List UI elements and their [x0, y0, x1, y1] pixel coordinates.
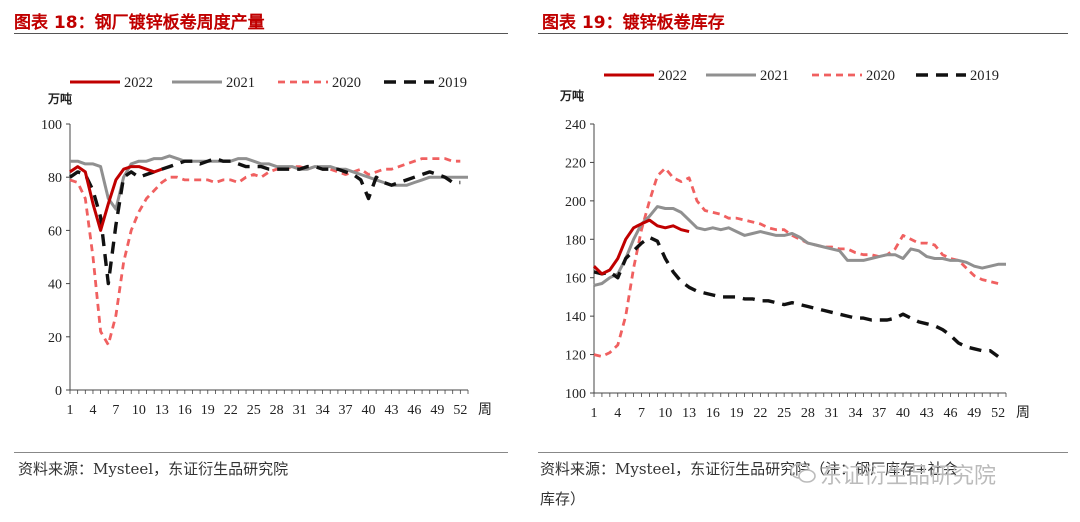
right-x-tick-label: 1	[591, 406, 598, 421]
left-legend-label-2021: 2021	[226, 75, 255, 91]
right-series-2020	[593, 166, 999, 358]
right-chart-title: 图表 19：镀锌板卷库存	[542, 13, 725, 33]
right-legend-label-2019: 2019	[970, 68, 999, 84]
left-series-2022	[69, 165, 163, 232]
left-x-tick-label: 49	[430, 403, 444, 418]
right-series-2022	[592, 218, 690, 276]
left-x-tick-label: 16	[178, 403, 192, 418]
right-x-tick-label: 19	[730, 406, 744, 421]
left-series-2021	[70, 154, 468, 211]
right-x-tick-label: 34	[848, 406, 862, 421]
right-x-tick-label: 43	[920, 406, 934, 421]
right-x-tick-label: 46	[944, 406, 958, 421]
left-series-2020	[69, 157, 461, 347]
left-x-tick-label: 22	[224, 403, 238, 418]
left-y-tick-label: 100	[41, 118, 62, 133]
right-y-tick-label: 240	[565, 118, 586, 133]
right-source-note: 资料来源：Mysteel，东证衍生品研究院（注：钢厂库存+社会	[540, 460, 958, 478]
right-chart-svg: 100 120 140 160 180 200 220 240 1 4 7 10 13 16 19 22 25 2…	[559, 68, 1030, 421]
left-x-tick-label: 10	[132, 403, 146, 418]
right-y-tick-label: 160	[565, 272, 586, 287]
right-legend-label-2020: 2020	[866, 68, 895, 84]
right-source-rule	[538, 452, 1068, 453]
right-x-tick-label: 40	[896, 406, 910, 421]
left-x-axis-label: 周	[478, 403, 492, 418]
right-x-tick-label: 16	[706, 406, 720, 421]
left-y-tick-label: 20	[48, 331, 62, 346]
right-x-tick-label: 28	[801, 406, 815, 421]
left-x-tick-label: 46	[407, 403, 421, 418]
left-x-tick-label: 4	[89, 403, 96, 418]
left-y-tick-label: 80	[48, 171, 62, 186]
left-source-rule	[14, 452, 508, 453]
right-x-tick-label: 31	[825, 406, 839, 421]
right-y-axis-label: 万吨	[559, 88, 584, 103]
right-y-tick-label: 180	[565, 233, 586, 248]
right-series-2021	[593, 205, 1006, 287]
left-series-2019	[69, 156, 461, 286]
left-x-tick-label: 19	[201, 403, 215, 418]
right-y-tick-label: 120	[565, 349, 586, 364]
left-legend-label-2022: 2022	[124, 75, 153, 91]
wechat-watermark-icon	[790, 463, 816, 483]
right-series-2019	[593, 235, 1000, 358]
left-chart-svg: 0 20 40 60 80 100 1 4 7 10 13 16 19 22 25 28 31 34 37 40 43 4…	[41, 75, 492, 418]
right-legend-label-2021: 2021	[760, 68, 789, 84]
left-y-axis-label: 万吨	[47, 91, 72, 106]
left-chart-title: 图表 18：钢厂镀锌板卷周度产量	[14, 13, 265, 33]
right-legend-label-2022: 2022	[658, 68, 687, 84]
right-y-tick-label: 200	[565, 195, 586, 210]
right-x-tick-label: 22	[753, 406, 767, 421]
left-x-tick-label: 34	[316, 403, 330, 418]
right-x-tick-label: 4	[614, 406, 621, 421]
right-source-note-cont: 库存）	[540, 490, 586, 508]
left-y-tick-label: 0	[55, 384, 62, 399]
right-x-tick-label: 13	[682, 406, 696, 421]
right-x-axis-label: 周	[1016, 406, 1030, 421]
right-y-tick-label: 140	[565, 310, 586, 325]
left-x-tick-label: 52	[453, 403, 467, 418]
left-x-tick-label: 43	[384, 403, 398, 418]
right-x-tick-label: 7	[638, 406, 645, 421]
right-x-tick-label: 52	[991, 406, 1005, 421]
left-chart-panel: 图表 18：钢厂镀锌板卷周度产量 0 20 40 60 80 100 1 4 7 10 13 16 19…	[0, 0, 520, 522]
left-x-tick-label: 31	[293, 403, 307, 418]
left-legend-label-2019: 2019	[438, 75, 467, 91]
left-x-tick-label: 37	[339, 403, 353, 418]
right-chart-panel: 图表 19：镀锌板卷库存 100 120 140 160 180 200 220 240 1 4 7…	[528, 0, 1080, 522]
watermark-text: 东证衍生品研究院	[820, 464, 997, 489]
right-y-tick-label: 100	[565, 387, 586, 402]
left-legend-label-2020: 2020	[332, 75, 361, 91]
left-x-tick-label: 25	[247, 403, 261, 418]
left-y-tick-label: 40	[48, 278, 62, 293]
right-x-tick-label: 10	[658, 406, 672, 421]
left-y-tick-label: 60	[48, 224, 62, 239]
left-x-tick-label: 40	[362, 403, 376, 418]
left-x-tick-label: 13	[155, 403, 169, 418]
left-x-tick-label: 1	[67, 403, 74, 418]
left-x-tick-label: 7	[112, 403, 119, 418]
left-title-rule	[14, 33, 508, 34]
right-x-tick-label: 25	[777, 406, 791, 421]
right-title-rule	[538, 33, 1068, 34]
left-x-tick-label: 28	[270, 403, 284, 418]
left-source-note: 资料来源：Mysteel，东证衍生品研究院	[18, 460, 289, 478]
right-x-tick-label: 49	[967, 406, 981, 421]
right-x-tick-label: 37	[872, 406, 886, 421]
right-y-tick-label: 220	[565, 156, 586, 171]
